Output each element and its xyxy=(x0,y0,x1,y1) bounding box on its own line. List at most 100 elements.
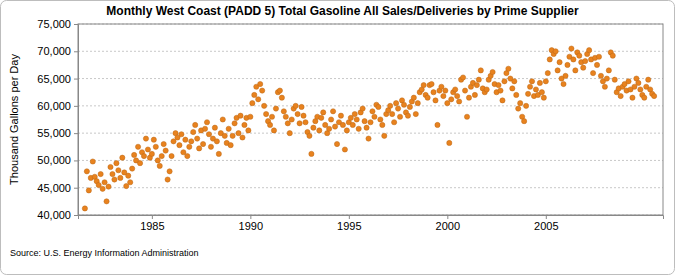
y-tick-mark xyxy=(74,188,78,189)
x-tick-label: 2000 xyxy=(436,220,460,232)
point xyxy=(626,79,631,84)
point xyxy=(100,186,105,191)
point xyxy=(348,115,353,120)
x-tick: 1985 xyxy=(140,215,164,232)
point xyxy=(344,128,349,133)
point xyxy=(498,88,503,93)
x-tick-label: 1990 xyxy=(239,220,263,232)
point xyxy=(457,99,462,104)
point xyxy=(206,132,211,137)
point xyxy=(287,131,292,136)
point xyxy=(390,111,395,116)
point xyxy=(309,151,314,156)
point xyxy=(421,83,426,88)
y-tick-mark xyxy=(74,106,78,107)
point xyxy=(362,119,367,124)
y-tick-label: 50,000 xyxy=(37,154,71,166)
point xyxy=(281,109,286,114)
point xyxy=(460,75,465,80)
point xyxy=(506,66,511,71)
y-tick: 65,000 xyxy=(37,73,78,85)
point xyxy=(449,97,454,102)
point xyxy=(514,92,519,97)
point xyxy=(250,101,255,106)
point xyxy=(86,188,91,193)
point xyxy=(604,76,609,81)
plot-area xyxy=(78,24,663,215)
point xyxy=(332,124,337,129)
point xyxy=(106,184,111,189)
point xyxy=(598,73,603,78)
point xyxy=(260,88,265,93)
point xyxy=(376,104,381,109)
plot-frame xyxy=(78,24,663,215)
point xyxy=(145,147,150,152)
point xyxy=(202,126,207,131)
point xyxy=(429,81,434,86)
point xyxy=(283,114,288,119)
point xyxy=(141,153,146,158)
point xyxy=(90,159,95,164)
point xyxy=(317,128,322,133)
point xyxy=(610,53,615,58)
point xyxy=(285,121,290,126)
point xyxy=(279,95,284,100)
point xyxy=(262,103,267,108)
point xyxy=(583,59,588,64)
point xyxy=(618,93,623,98)
point xyxy=(356,126,361,131)
point xyxy=(642,95,647,100)
x-tick-mark xyxy=(546,215,547,219)
chart: 40,00045,00050,00055,00060,00065,00070,0… xyxy=(0,0,675,275)
point xyxy=(264,111,269,116)
point xyxy=(128,180,133,185)
point xyxy=(248,114,253,119)
point xyxy=(132,152,137,157)
point xyxy=(330,109,335,114)
point xyxy=(155,158,160,163)
point xyxy=(350,122,355,127)
y-tick-mark xyxy=(74,215,78,216)
point xyxy=(557,60,562,65)
point xyxy=(84,169,89,174)
source: Source: U.S. Energy Information Administ… xyxy=(10,248,199,258)
point xyxy=(301,113,306,118)
point xyxy=(179,132,184,137)
point xyxy=(537,80,542,85)
point xyxy=(118,175,123,180)
point xyxy=(258,81,263,86)
point xyxy=(411,95,416,100)
point xyxy=(466,95,471,100)
point xyxy=(161,141,166,146)
point xyxy=(563,73,568,78)
point xyxy=(529,79,534,84)
point xyxy=(104,199,109,204)
point xyxy=(200,141,205,146)
point xyxy=(271,128,276,133)
point xyxy=(397,114,402,119)
point xyxy=(126,173,131,178)
point xyxy=(646,77,651,82)
point xyxy=(368,120,373,125)
point xyxy=(527,84,532,89)
x-tick-label: 1985 xyxy=(140,220,164,232)
point xyxy=(222,133,227,138)
point xyxy=(372,114,377,119)
point xyxy=(177,143,182,148)
point xyxy=(208,144,213,149)
y-tick-label: 65,000 xyxy=(37,73,71,85)
point xyxy=(169,153,174,158)
grid-line xyxy=(78,160,663,161)
point xyxy=(500,98,505,103)
point xyxy=(120,155,125,160)
point xyxy=(116,168,121,173)
point xyxy=(187,144,192,149)
point xyxy=(98,171,103,176)
point xyxy=(297,121,302,126)
point xyxy=(395,106,400,111)
point xyxy=(321,110,326,115)
x-tick-mark xyxy=(447,215,448,219)
point xyxy=(445,101,450,106)
point xyxy=(524,103,529,108)
y-tick: 70,000 xyxy=(37,45,78,57)
